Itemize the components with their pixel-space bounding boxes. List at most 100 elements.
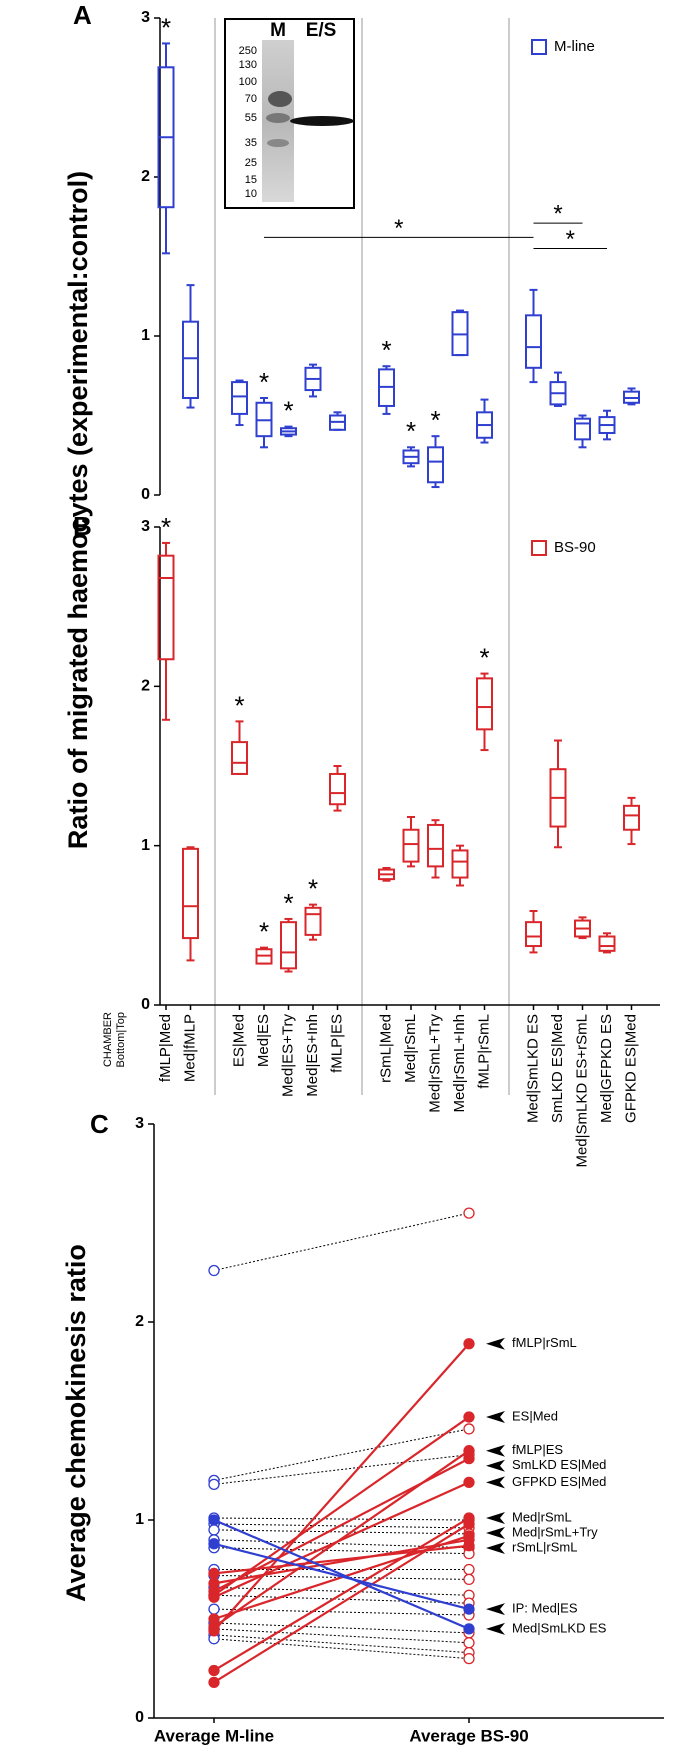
series-label: rSmL|rSmL [512,1539,578,1554]
ladder-label: 130 [239,59,257,71]
x-tick-label: Med|GFPKD ES [598,1014,615,1123]
slope-line [213,1343,470,1632]
y-tick-label: 1 [141,327,150,344]
slope-line [213,1574,470,1580]
y-tick-label: 0 [141,996,150,1013]
slope-line [213,1542,470,1611]
significance-star: * [234,690,244,720]
slope-line [213,1481,470,1599]
box [427,446,444,484]
point [208,1264,220,1277]
slope-line [213,1416,470,1597]
y-tick-label: 2 [141,678,150,695]
y-axis-title: Average chemokinesis ratio [61,1244,91,1602]
significance-star: * [394,215,403,242]
significance-star: * [308,873,318,903]
box [525,314,542,369]
slope-line [213,1454,470,1485]
x-tick-label: fMLP|Med [157,1014,174,1082]
x-tick-label: rSmL|Med [377,1014,394,1083]
box [231,381,248,415]
point [463,1476,475,1489]
box [182,320,199,400]
x-tick-label: Med|rSmL+Try [426,1014,443,1113]
ladder-label: 55 [245,112,257,124]
legend-swatch [531,39,547,55]
x-tick-label: Med|fMLP [181,1014,198,1082]
significance-star: * [566,226,575,253]
box [574,417,591,441]
point [463,1652,475,1665]
point [208,1591,220,1603]
box [427,823,444,868]
significance-star: * [259,917,269,947]
series-label: SmLKD ES|Med [512,1457,606,1472]
lane-label: M [270,20,286,41]
significance-star: * [259,367,269,397]
x-axis-title: CHAMBER [102,1012,114,1067]
point [463,1530,475,1542]
x-tick-label: fMLP|ES [328,1014,345,1073]
point [208,1514,220,1526]
box [231,741,248,775]
label-arrow [486,1411,505,1424]
slope-line [213,1518,470,1630]
label-arrow [486,1337,505,1350]
panel-letter: B [73,511,92,541]
ladder-label: 250 [239,45,257,57]
point [463,1623,475,1635]
point [208,1613,220,1625]
point [463,1637,475,1649]
label-arrow [486,1512,505,1525]
point [463,1411,475,1423]
label-arrow [486,1622,505,1635]
y-tick-label: 0 [135,1709,144,1726]
ladder-band [267,139,289,147]
slope-line [213,1212,470,1272]
x-tick-label: Average BS-90 [409,1726,528,1745]
slope-line [213,1517,470,1672]
y-tick-label: 2 [141,168,150,185]
x-tick-label: Med|SmLKD ES [524,1014,541,1123]
x-tick-label: Med|ES+Inh [304,1014,321,1097]
point [208,1664,220,1677]
point [208,1538,220,1550]
ladder-label: 15 [245,174,257,186]
y-tick-label: 3 [141,9,150,26]
point [208,1676,220,1689]
box [476,677,493,731]
slope-line [213,1544,470,1575]
x-tick-label: Med|rSmL+Inh [451,1014,468,1113]
slope-line [213,1529,470,1535]
panel-letter: C [90,1109,109,1139]
significance-star: * [161,512,171,542]
label-arrow [486,1476,505,1489]
y-axis-title: Ratio of migrated haemocytes (experiment… [63,171,93,849]
y-tick-label: 2 [135,1313,144,1330]
box [623,804,640,831]
point [463,1452,475,1465]
slope-line [213,1457,470,1593]
label-arrow [486,1459,505,1472]
ladder-band [266,113,290,123]
point [208,1577,220,1590]
series-label: fMLP|ES [512,1442,563,1457]
ladder-label: 70 [245,93,257,105]
x-tick-label: Med|ES+Try [279,1014,296,1097]
box [451,849,469,879]
slope-line [213,1523,470,1529]
x-tick-label: SmLKD ES|Med [549,1014,566,1123]
y-tick-label: 1 [141,837,150,854]
legend-label: BS-90 [554,539,596,556]
es-band [290,116,354,126]
slope-line [213,1517,470,1521]
x-tick-label: fMLP|rSmL [475,1014,492,1089]
y-tick-label: 0 [141,486,150,503]
significance-star: * [553,200,562,227]
significance-star: * [430,405,440,435]
slope-line [213,1594,470,1604]
y-tick-label: 3 [141,518,150,535]
x-axis-title: Bottom|Top [115,1012,127,1067]
series-label: IP: Med|ES [512,1601,578,1616]
point [463,1563,475,1576]
